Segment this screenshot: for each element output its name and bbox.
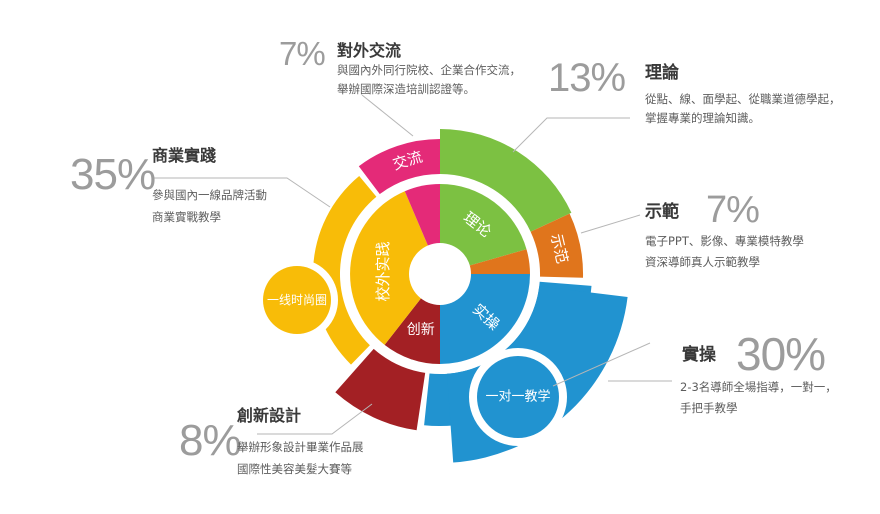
desc-lilun: 從點、線、面學起、從職業道德學起， 掌握專業的理論知識。 <box>645 90 841 128</box>
percent-lilun: 13% <box>548 56 626 100</box>
pointer-chuangxinsheji <box>257 403 373 435</box>
desc-line: 電子PPT、影像、專業模特教學 <box>645 234 804 248</box>
percent-shangyeshijian: 35% <box>70 150 156 199</box>
percent-chuangxinsheji: 8% <box>179 416 242 465</box>
satellite-fill-一线时尚圈 <box>263 266 331 334</box>
title-lilun: 理論 <box>645 63 679 83</box>
title-chuangxinsheji: 創新設計 <box>237 406 302 425</box>
desc-line: 與國內外同行院校、企業合作交流， <box>337 63 521 77</box>
segment-label-校外实践: 校外实践 <box>374 241 392 301</box>
satellite-fill-一对一教学 <box>477 356 559 438</box>
desc-line: 2-3名導師全場指導，一對一， <box>680 380 837 394</box>
satellite-label-一对一教学: 一对一教学 <box>485 389 550 405</box>
desc-line: 商業實戰教學 <box>152 210 221 224</box>
pointer-duiwaijiaoliu <box>361 94 414 137</box>
inner-wedge-校外实践 <box>350 191 440 345</box>
desc-line: 參與國內一線品牌活動 <box>152 188 267 202</box>
desc-shangyeshijian: 參與國內一線品牌活動 商業實戰教學 <box>152 184 267 228</box>
pointer-lilun <box>512 117 630 153</box>
inner-wedge-实操 <box>440 274 530 364</box>
title-shifan: 示範 <box>645 202 679 222</box>
desc-line: 從點、線、面學起、從職業道德學起， <box>645 92 841 106</box>
desc-chuangxinsheji: 舉辦形象設計畢業作品展 國際性美容美髮大賽等 <box>237 436 364 480</box>
desc-line: 國際性美容美髮大賽等 <box>237 462 352 476</box>
satellite-label-一线时尚圈: 一线时尚圈 <box>267 293 327 307</box>
desc-line: 資深導師真人示範教學 <box>645 255 760 269</box>
inner-wedge-理论 <box>440 184 527 274</box>
pointer-shangyeshijian <box>152 177 331 208</box>
segment-label-创新: 创新 <box>407 322 435 338</box>
desc-line: 手把手教學 <box>680 401 738 415</box>
chart-center-hole <box>409 243 471 305</box>
title-duiwaijiaoliu: 對外交流 <box>337 41 402 60</box>
desc-duiwaijiaoliu: 與國內外同行院校、企業合作交流， 舉辦國際深造培訓認證等。 <box>337 61 521 99</box>
outer-band-交流 <box>358 139 440 195</box>
desc-shifan: 電子PPT、影像、專業模特教學 資深導師真人示範教學 <box>645 231 804 273</box>
pointer-shifan <box>580 214 641 234</box>
pointer-shicao-diagonal <box>552 342 651 387</box>
title-shangyeshijian: 商業實踐 <box>152 146 217 165</box>
outer-band-创新 <box>335 348 426 431</box>
percent-duiwaijiaoliu: 7% <box>279 35 326 72</box>
desc-line: 舉辦國際深造培訓認證等。 <box>337 82 475 96</box>
desc-line: 掌握專業的理論知識。 <box>645 111 760 125</box>
title-shicao: 實操 <box>682 345 716 365</box>
percent-shicao: 30% <box>736 328 826 380</box>
outer-band-示范 <box>530 213 584 278</box>
desc-shicao: 2-3名導師全場指導，一對一， 手把手教學 <box>680 377 837 419</box>
percent-shifan: 7% <box>706 189 760 231</box>
outer-band-理论 <box>440 129 572 232</box>
desc-line: 舉辦形象設計畢業作品展 <box>237 440 364 454</box>
